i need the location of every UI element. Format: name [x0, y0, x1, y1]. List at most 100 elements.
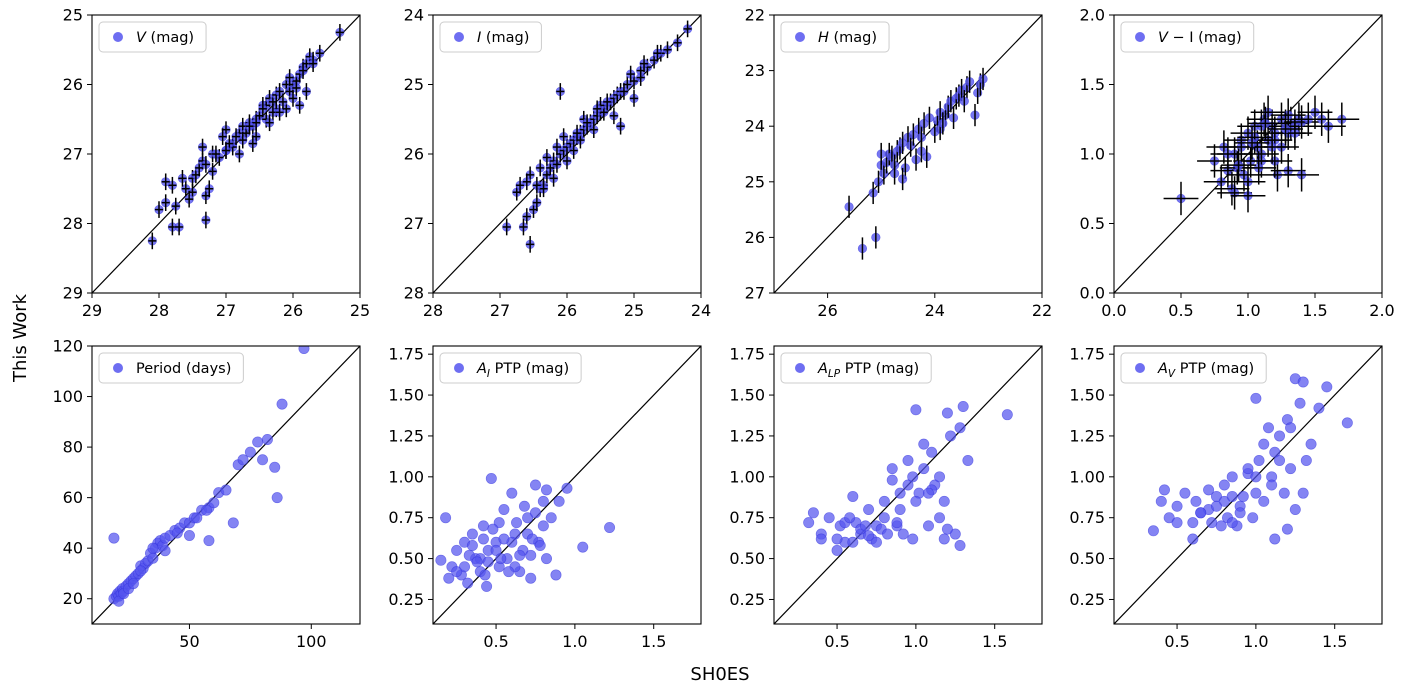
data-point	[916, 140, 927, 163]
data-point	[873, 170, 884, 193]
x-tick-label: 26	[817, 301, 837, 320]
data-point	[970, 103, 980, 127]
data-point	[918, 463, 930, 475]
y-tick-label: 40	[63, 539, 83, 558]
data-point	[897, 528, 909, 540]
legend-label: Period (days)	[136, 361, 231, 377]
data-point	[1277, 116, 1313, 150]
data-point	[167, 176, 177, 194]
x-tick-label: 1.0	[903, 632, 928, 651]
data-point	[1297, 487, 1309, 499]
panel-1: 29 28 27 26 25 25 26 27 28 29 V (mag)	[63, 6, 371, 321]
data-point	[1289, 504, 1301, 516]
data-point	[1258, 495, 1270, 507]
data-point	[602, 93, 612, 111]
data-point	[291, 79, 301, 97]
data-point	[922, 145, 932, 168]
data-point	[1278, 487, 1290, 499]
data-point	[626, 65, 636, 83]
data-point	[1248, 106, 1283, 141]
y-tick-label: 25	[745, 172, 765, 191]
data-point	[231, 128, 241, 145]
data-point	[220, 484, 232, 496]
data-point	[1266, 479, 1278, 491]
data-point	[276, 398, 288, 410]
data-point	[550, 569, 562, 581]
data-point	[522, 208, 532, 225]
data-point	[301, 83, 312, 100]
axes-frame	[432, 345, 702, 625]
data-point	[135, 565, 147, 577]
data-point	[886, 474, 898, 486]
data-point	[577, 541, 589, 553]
data-point	[479, 569, 491, 581]
data-point	[948, 106, 959, 129]
data-point	[559, 128, 569, 145]
data-point	[1171, 517, 1183, 529]
data-point	[847, 490, 859, 502]
data-point	[203, 535, 215, 547]
panel-5: 50 100 20 40 60 80 100 120 Period (days)	[52, 337, 361, 651]
legend-marker	[1135, 363, 1145, 373]
data-point	[201, 156, 211, 173]
data-point	[898, 131, 908, 154]
panel-3: 26 24 22 22 23 24 25 26 27 H (mag)	[745, 6, 1053, 321]
legend: H (mag)	[780, 21, 890, 53]
axes-frame	[773, 14, 1043, 294]
y-tick-label: 0.75	[388, 508, 424, 527]
data-point	[1195, 507, 1207, 519]
data-point	[194, 159, 204, 177]
plot-area	[433, 15, 701, 293]
data-point	[537, 495, 549, 507]
data-point	[285, 69, 295, 86]
x-tick-label: 1.0	[1235, 301, 1260, 320]
data-point	[1281, 523, 1293, 535]
x-tick-label: 0.5	[1164, 632, 1189, 651]
data-point	[978, 67, 988, 91]
x-tick-label: 100	[296, 632, 327, 651]
data-point	[894, 504, 906, 516]
x-tick-label: 26	[283, 301, 303, 320]
data-point	[261, 434, 273, 446]
y-tick-label: 1.00	[729, 467, 765, 486]
panel-7: 0.5 1.0 1.5 0.25 0.50 0.75 1.00 1.25 1.50 1.75 ALP…	[729, 345, 1043, 651]
data-point	[1250, 471, 1262, 483]
data-point	[1237, 490, 1249, 502]
data-point	[1234, 507, 1246, 519]
data-point	[1218, 495, 1230, 507]
y-tick-label: 1.00	[388, 467, 424, 486]
x-tick-label: 25	[350, 301, 370, 320]
data-point	[639, 55, 649, 72]
y-tick-label: 1.25	[1069, 426, 1105, 445]
data-point	[237, 454, 249, 466]
shared-x-axis-label: SH0ES	[690, 664, 749, 685]
data-point	[831, 544, 843, 556]
data-point	[208, 163, 218, 180]
data-point	[1215, 520, 1227, 532]
data-point	[435, 554, 447, 566]
data-point	[945, 430, 957, 442]
legend-marker	[795, 32, 805, 42]
data-point	[1242, 463, 1254, 475]
data-point	[1321, 381, 1333, 393]
data-point	[615, 117, 626, 135]
data-point	[938, 495, 950, 507]
data-point	[271, 492, 283, 504]
data-point	[522, 512, 534, 524]
data-point	[1258, 438, 1270, 450]
data-point	[218, 128, 228, 145]
x-tick-label: 25	[624, 301, 644, 320]
data-point	[1253, 454, 1265, 466]
y-tick-label: 27	[745, 284, 765, 303]
data-point	[1226, 471, 1238, 483]
data-point	[1234, 126, 1270, 160]
data-point	[1210, 137, 1246, 171]
data-point	[636, 69, 646, 86]
y-tick-label: 1.0	[1080, 145, 1105, 164]
data-point	[197, 138, 208, 156]
y-tick-label: 29	[63, 284, 83, 303]
axes-frame	[91, 345, 361, 625]
data-point	[275, 103, 285, 121]
data-point	[629, 90, 639, 107]
data-point	[482, 556, 494, 568]
